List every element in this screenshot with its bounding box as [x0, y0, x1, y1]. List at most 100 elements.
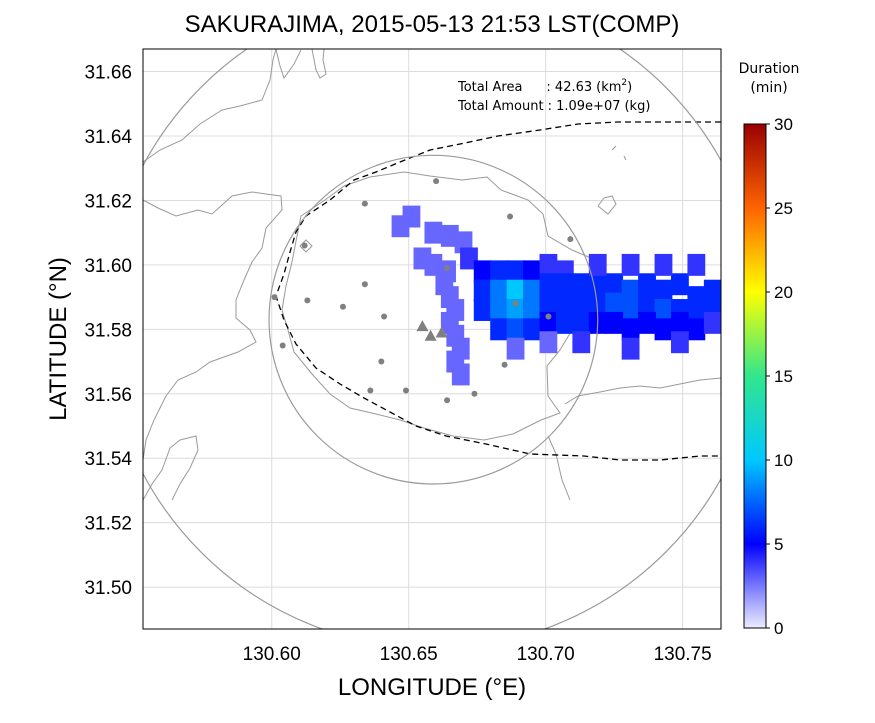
- ash-cell: [555, 273, 574, 296]
- station-marker: [444, 397, 451, 404]
- ash-cell: [687, 318, 706, 341]
- ash-cell: [523, 318, 541, 341]
- y-tick-label: 31.54: [84, 449, 132, 470]
- ash-cell: [539, 253, 558, 276]
- station-marker: [367, 387, 374, 394]
- ash-cell: [605, 292, 624, 315]
- colorbar-unit: (min): [750, 80, 787, 96]
- ash-cell: [687, 253, 706, 276]
- info-box: Total Area: 42.63 (km2) Total Amount: 1.0…: [457, 78, 650, 114]
- ash-cell: [539, 311, 558, 334]
- colorbar-tick-label: 20: [774, 283, 793, 302]
- ash-cell: [671, 273, 689, 296]
- ash-cell: [539, 292, 558, 315]
- ash-cell: [523, 279, 541, 302]
- station-marker: [512, 300, 519, 307]
- ash-cell: [638, 273, 656, 296]
- ash-cell: [473, 299, 492, 321]
- station-marker: [567, 236, 574, 243]
- x-tick-label: 130.70: [517, 644, 575, 665]
- ash-cell: [490, 260, 509, 283]
- ash-cell: [402, 205, 421, 228]
- ash-cell: [473, 260, 492, 283]
- ash-cell: [424, 221, 443, 244]
- ash-cell: [621, 318, 640, 341]
- ash-cell: [621, 337, 640, 360]
- ash-cell: [506, 279, 525, 302]
- station-marker: [361, 200, 368, 207]
- coastline-west: [143, 191, 283, 461]
- colorbar-tick-label: 5: [774, 535, 783, 554]
- y-tick-label: 31.62: [84, 191, 132, 212]
- station-marker: [378, 358, 385, 365]
- vent-marker: [416, 320, 429, 332]
- boundary-dashed-line: [275, 121, 721, 461]
- ash-cell: [490, 279, 509, 302]
- station-marker: [545, 313, 552, 320]
- y-tick-label: 31.56: [84, 385, 132, 406]
- x-tick-label: 130.60: [243, 644, 301, 665]
- ash-cell: [506, 299, 525, 321]
- colorbar-title: Duration: [739, 61, 800, 77]
- coastline-layer: [143, 49, 721, 501]
- ash-cells-layer: [391, 205, 721, 386]
- vent-marker: [424, 329, 437, 341]
- ash-cell: [588, 292, 607, 315]
- ash-cell: [654, 253, 673, 276]
- x-axis-label: LONGITUDE (°E): [338, 674, 526, 701]
- ash-cell: [588, 253, 607, 276]
- colorbar-tick-label: 15: [774, 367, 793, 386]
- ash-cell: [539, 273, 558, 296]
- station-marker: [402, 387, 409, 394]
- ash-cell: [440, 224, 459, 247]
- ash-cell: [506, 318, 525, 341]
- y-tick-label: 31.58: [84, 320, 132, 341]
- x-tick-label: 130.65: [380, 644, 438, 665]
- coastline-northwest: [275, 49, 327, 80]
- ash-cell: [588, 273, 607, 296]
- coastline-north: [143, 49, 277, 163]
- ash-cell: [671, 331, 689, 354]
- ash-cell: [703, 279, 721, 302]
- station-marker: [301, 242, 308, 249]
- station-marker: [501, 361, 508, 368]
- ash-cell: [555, 292, 574, 315]
- ash-cell: [555, 311, 574, 334]
- ash-cell: [638, 311, 656, 334]
- ash-cell: [654, 279, 673, 302]
- plot-area: [142, 48, 722, 630]
- colorbar-tick-label: 30: [774, 115, 793, 134]
- ash-cell: [506, 260, 525, 283]
- colorbar-tick-label: 0: [774, 619, 783, 638]
- y-tick-label: 31.64: [84, 127, 132, 148]
- station-marker: [339, 303, 346, 310]
- y-tick-labels: 31.50 31.52 31.54 31.56 31.58 31.60 31.62 31.64…: [84, 63, 132, 600]
- station-marker: [279, 342, 286, 349]
- ash-cell: [572, 311, 591, 334]
- ash-cell: [451, 363, 470, 386]
- ash-cell: [605, 273, 624, 296]
- ash-cell: [671, 311, 689, 334]
- ash-cell: [523, 260, 541, 283]
- ash-cell: [490, 318, 509, 341]
- total-area-text: Total Area: 42.63 (km2): [457, 78, 632, 95]
- ash-cell: [621, 299, 640, 321]
- coastline-east: [547, 377, 721, 501]
- ash-cell: [490, 299, 509, 321]
- plot-frame: [142, 48, 722, 630]
- ash-cell: [473, 279, 492, 302]
- coastline-northeast: [597, 145, 627, 215]
- y-tick-label: 31.66: [84, 63, 132, 84]
- y-tick-label: 31.52: [84, 514, 132, 535]
- station-marker: [271, 294, 278, 301]
- coastline-sakurajima: [281, 171, 597, 441]
- coastline-southwest: [143, 435, 199, 501]
- colorbar: Duration (min) 0 5 10 15 20 25 30: [739, 61, 800, 638]
- ash-cell: [424, 253, 443, 276]
- island-outline: [299, 239, 313, 253]
- ash-cell: [638, 292, 656, 315]
- vent-marker: [435, 326, 448, 338]
- x-tick-labels: 130.60 130.65 130.70 130.75: [243, 644, 712, 665]
- ash-cell: [605, 311, 624, 334]
